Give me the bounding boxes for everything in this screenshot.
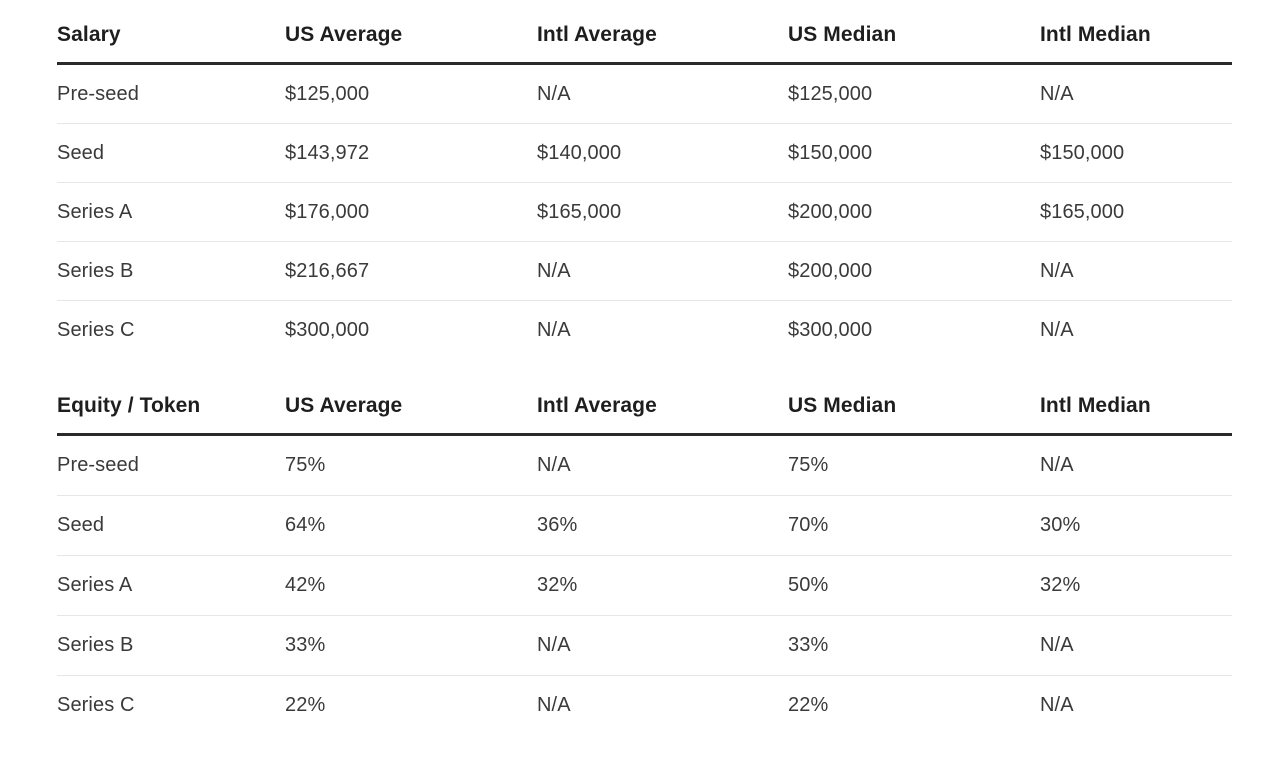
stage-label: Series C	[57, 318, 135, 341]
intl-median-value: 32%	[1040, 555, 1232, 616]
salary-table: Salary US Average Intl Average US Median…	[57, 20, 1232, 359]
column-header-intl-average: Intl Average	[537, 20, 788, 65]
intl-average-value: N/A	[537, 694, 571, 716]
table-row: Series B 33% N/A 33% N/A	[57, 615, 1232, 676]
stage-label: Series A	[57, 182, 285, 242]
intl-median-value: $150,000	[1040, 123, 1232, 183]
intl-median-value: N/A	[1040, 241, 1232, 301]
equity-token-table: Equity / Token US Average Intl Average U…	[57, 391, 1232, 735]
us-median-value: $150,000	[788, 123, 1040, 183]
intl-average-value: N/A	[537, 434, 788, 496]
us-median-value: $125,000	[788, 63, 1040, 124]
table-row: Pre-seed $125,000 N/A $125,000 N/A	[57, 63, 1232, 124]
us-median-value: $200,000	[788, 182, 1040, 242]
intl-median-value: N/A	[1040, 318, 1074, 341]
us-average-value: $216,667	[285, 241, 537, 301]
column-header-salary: Salary	[57, 20, 285, 65]
table-row: Seed $143,972 $140,000 $150,000 $150,000	[57, 123, 1232, 183]
intl-average-value: N/A	[537, 318, 571, 341]
intl-median-value: N/A	[1040, 63, 1232, 124]
us-average-value: 75%	[285, 434, 537, 496]
us-average-value: 64%	[285, 495, 537, 556]
table-row: Series C 22% N/A 22% N/A	[57, 676, 1232, 736]
stage-label: Seed	[57, 123, 285, 183]
intl-median-value: $165,000	[1040, 182, 1232, 242]
us-median-value: 22%	[788, 694, 829, 716]
column-header-intl-median: Intl Median	[1040, 391, 1232, 436]
table-row: Series A $176,000 $165,000 $200,000 $165…	[57, 182, 1232, 242]
table-row: Series C $300,000 N/A $300,000 N/A	[57, 301, 1232, 360]
stage-label: Series B	[57, 615, 285, 676]
us-median-value: $300,000	[788, 318, 873, 341]
table-row: Seed 64% 36% 70% 30%	[57, 495, 1232, 556]
us-average-value: 22%	[285, 694, 326, 716]
intl-average-value: N/A	[537, 615, 788, 676]
intl-average-value: N/A	[537, 241, 788, 301]
column-header-intl-median: Intl Median	[1040, 20, 1232, 65]
intl-median-value: N/A	[1040, 615, 1232, 676]
us-median-value: $200,000	[788, 241, 1040, 301]
salary-header-row: Salary US Average Intl Average US Median…	[57, 20, 1232, 65]
table-row: Pre-seed 75% N/A 75% N/A	[57, 434, 1232, 496]
intl-median-value: N/A	[1040, 434, 1232, 496]
intl-average-value: 32%	[537, 555, 788, 616]
table-row: Series B $216,667 N/A $200,000 N/A	[57, 241, 1232, 301]
us-median-value: 70%	[788, 495, 1040, 556]
column-header-us-median: US Median	[788, 20, 1040, 65]
column-header-equity-token: Equity / Token	[57, 391, 285, 436]
stage-label: Pre-seed	[57, 434, 285, 496]
intl-average-value: $140,000	[537, 123, 788, 183]
column-header-intl-average: Intl Average	[537, 391, 788, 436]
stage-label: Series A	[57, 555, 285, 616]
intl-average-value: $165,000	[537, 182, 788, 242]
intl-average-value: N/A	[537, 63, 788, 124]
stage-label: Series C	[57, 694, 135, 716]
column-header-us-average: US Average	[285, 20, 537, 65]
us-average-value: 33%	[285, 615, 537, 676]
us-median-value: 50%	[788, 555, 1040, 616]
equity-header-row: Equity / Token US Average Intl Average U…	[57, 391, 1232, 436]
us-average-value: $143,972	[285, 123, 537, 183]
us-average-value: 42%	[285, 555, 537, 616]
intl-median-value: 30%	[1040, 495, 1232, 556]
stage-label: Series B	[57, 241, 285, 301]
us-average-value: $125,000	[285, 63, 537, 124]
table-row: Series A 42% 32% 50% 32%	[57, 555, 1232, 616]
us-median-value: 75%	[788, 434, 1040, 496]
stage-label: Seed	[57, 495, 285, 556]
column-header-us-average: US Average	[285, 391, 537, 436]
column-header-us-median: US Median	[788, 391, 1040, 436]
us-median-value: 33%	[788, 615, 1040, 676]
intl-median-value: N/A	[1040, 694, 1074, 716]
us-average-value: $176,000	[285, 182, 537, 242]
stage-label: Pre-seed	[57, 63, 285, 124]
us-average-value: $300,000	[285, 318, 370, 341]
intl-average-value: 36%	[537, 495, 788, 556]
page-content: Salary US Average Intl Average US Median…	[57, 20, 1232, 735]
